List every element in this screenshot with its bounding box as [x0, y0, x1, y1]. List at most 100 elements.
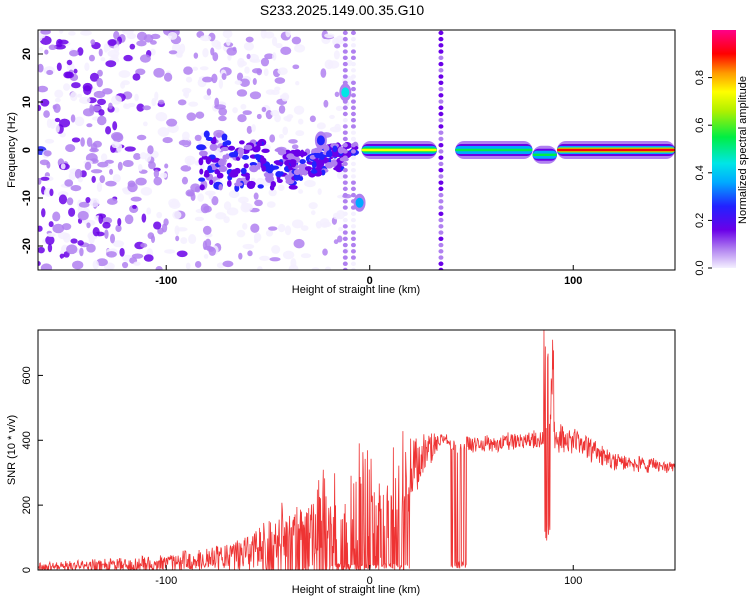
heatmap-cell: [350, 105, 356, 110]
heatmap-cell: [293, 169, 301, 176]
heatmap-cell: [63, 83, 71, 91]
heatmap-cell: [260, 57, 270, 67]
heatmap-cell: [99, 175, 106, 184]
heatmap-cell: [323, 99, 329, 108]
heatmap-cell: [246, 53, 251, 60]
heatmap-cell: [97, 161, 109, 168]
heatmap-cell: [263, 31, 275, 39]
heatmap-cell: [310, 168, 318, 174]
heatmap-cell: [334, 91, 340, 98]
heatmap-cell: [279, 171, 284, 176]
heatmap-cell: [115, 224, 122, 233]
heatmap-cell: [65, 144, 76, 153]
heatmap-cell: [113, 107, 120, 113]
heatmap-cell: [46, 161, 51, 169]
heatmap-cell: [266, 201, 276, 208]
heatmap-cell: [211, 196, 219, 206]
heatmap-cell: [350, 192, 356, 198]
heatmap-cell: [183, 66, 193, 75]
snr-frame: [37, 329, 676, 571]
heatmap-cell: [40, 176, 50, 181]
heatmap-cell: [88, 54, 95, 62]
heatmap-cell: [52, 223, 65, 234]
heatmap-cell: [106, 198, 118, 205]
snr-panel: -100 0 100 0 200 400 600 Height of straight li…: [6, 329, 676, 596]
heatmap-cell: [199, 168, 204, 175]
heatmap-cell: [86, 243, 96, 253]
heatmap-cell: [139, 54, 151, 63]
heatmap-cell: [293, 172, 301, 181]
heatmap-cell: [309, 115, 316, 123]
heatmap-cell: [271, 36, 278, 47]
heatmap-cell: [92, 260, 99, 270]
heatmap-cell: [147, 145, 154, 155]
heatmap-cell: [109, 168, 114, 175]
heatmap-cell: [86, 137, 93, 148]
heatmap-cell: [85, 197, 91, 203]
heatmap-cell: [350, 49, 356, 54]
heatmap-cell: [107, 39, 117, 47]
heatmap-cell: [438, 155, 444, 160]
heatmap-cell: [117, 218, 122, 226]
heatmap-cell: [136, 134, 147, 141]
heatmap-cell: [74, 168, 83, 179]
heatmap-cell: [330, 159, 338, 167]
heatmap-cell: [218, 107, 228, 116]
heatmap-cell: [202, 47, 209, 58]
heatmap-cell: [342, 249, 348, 254]
heatmap-cell: [73, 68, 78, 74]
heatmap-cell: [40, 98, 50, 107]
heatmap-cell: [198, 177, 206, 182]
heatmap-cell: [153, 176, 163, 186]
heatmap-cell: [46, 69, 54, 76]
heatmap-cell: [304, 179, 316, 188]
heatmap-cell: [291, 144, 299, 150]
heatmap-cell: [291, 219, 304, 229]
heatmap-cell: [209, 179, 214, 186]
heatmap-cell: [286, 115, 292, 122]
heatmap-cell: [140, 186, 153, 196]
heatmap-cell: [133, 153, 141, 160]
heatmap-cell: [350, 217, 356, 223]
heatmap-cell: [159, 172, 168, 179]
heatmap-cell: [438, 93, 444, 98]
heatmap-cell: [38, 85, 49, 93]
colorbar-gradient: [712, 30, 736, 268]
heatmap-cell: [79, 247, 84, 257]
heatmap-cell: [188, 234, 197, 245]
heatmap-cell: [350, 161, 356, 167]
heatmap-cell: [334, 43, 341, 49]
heatmap-cell: [350, 236, 356, 241]
heatmap-cell: [186, 112, 197, 121]
heatmap-cell: [438, 55, 444, 61]
heatmap-cell: [438, 86, 444, 92]
heatmap-cell: [268, 188, 277, 197]
heatmap-cell: [350, 111, 356, 117]
heatmap-cell: [335, 105, 344, 111]
heatmap-cell: [235, 156, 241, 161]
heatmap-cell: [238, 252, 243, 260]
heatmap-y-tick-label: -10: [21, 190, 33, 206]
heatmap-cell: [249, 91, 262, 100]
heatmap-cell: [158, 99, 165, 105]
heatmap-cell: [326, 150, 333, 158]
heatmap-cell: [105, 60, 117, 68]
heatmap-cell: [195, 111, 205, 119]
heatmap-cell: [350, 180, 356, 185]
heatmap-cell: [355, 197, 364, 208]
heatmap-cell: [275, 42, 283, 49]
heatmap-cell: [97, 115, 107, 126]
heatmap-cell: [342, 205, 348, 210]
heatmap-cell: [327, 60, 340, 69]
heatmap-cell: [218, 165, 228, 173]
heatmap-cell: [62, 232, 71, 243]
heatmap-cell: [203, 130, 210, 138]
heatmap-cell: [438, 255, 444, 260]
heatmap-cell: [342, 49, 348, 54]
heatmap-cell: [350, 249, 356, 254]
heatmap-cell: [311, 160, 317, 169]
colorbar-tick-label: 0.8: [694, 70, 706, 85]
heatmap-cell: [263, 164, 273, 172]
